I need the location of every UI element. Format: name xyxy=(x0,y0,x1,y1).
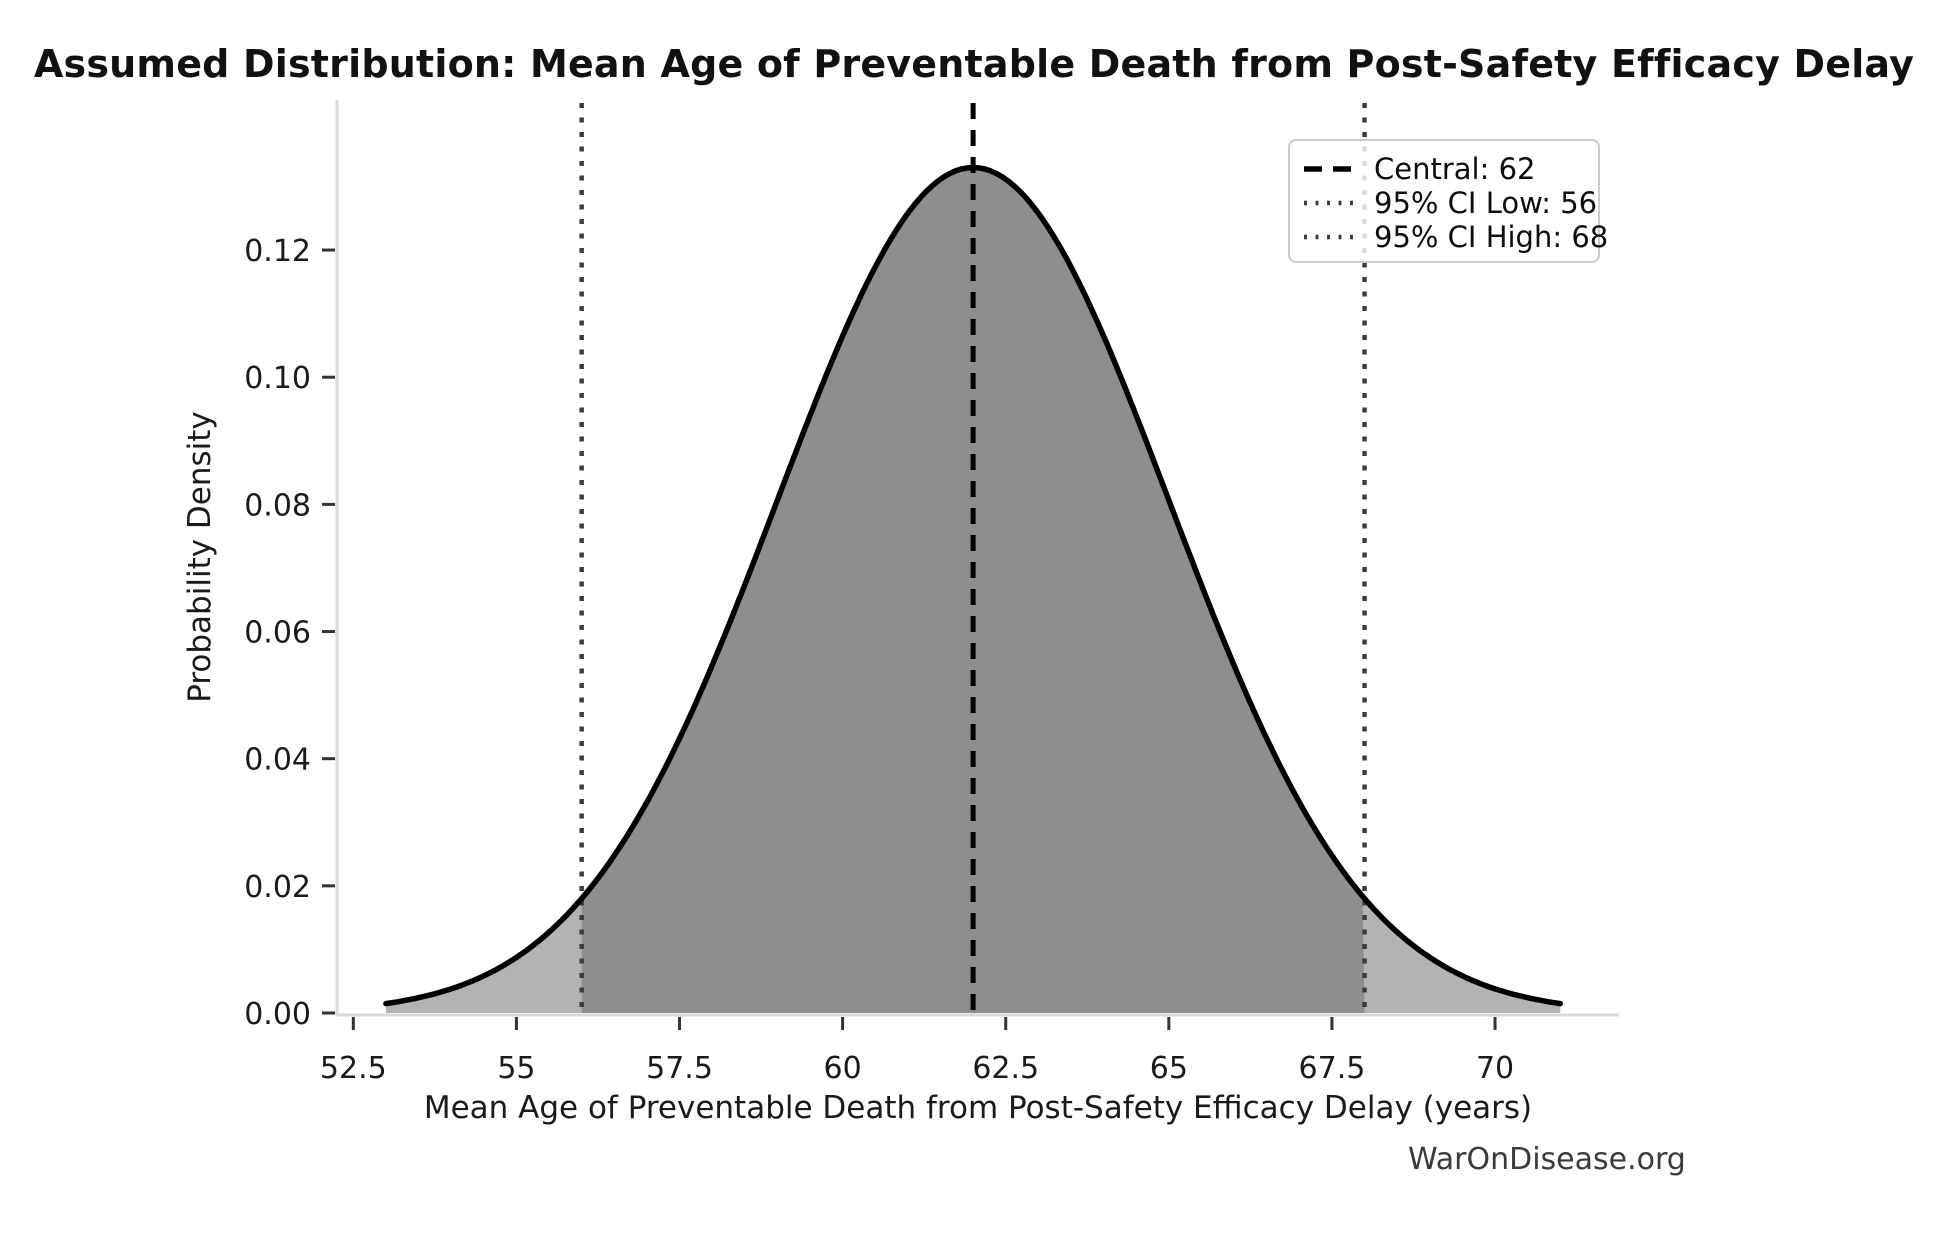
x-tick-label: 62.5 xyxy=(972,1051,1039,1086)
dashed-line-swatch-icon xyxy=(1304,166,1356,172)
y-tick-label: 0.04 xyxy=(244,743,311,778)
y-tick-label: 0.00 xyxy=(244,997,311,1032)
legend-item-ci-low: 95% CI Low: 56 xyxy=(1304,186,1597,220)
y-axis-label: Probability Density xyxy=(182,411,218,703)
x-tick-label: 70 xyxy=(1476,1051,1514,1086)
legend-label: 95% CI Low: 56 xyxy=(1374,186,1598,220)
legend-label: 95% CI High: 68 xyxy=(1374,220,1609,254)
y-tick-label: 0.08 xyxy=(244,488,311,523)
dotted-line-swatch-icon xyxy=(1304,234,1356,240)
x-tick-label: 55 xyxy=(497,1051,535,1086)
dotted-line-swatch-icon xyxy=(1304,200,1356,206)
legend-label: Central: 62 xyxy=(1374,152,1536,186)
x-tick-label: 57.5 xyxy=(646,1051,713,1086)
legend-item-central: Central: 62 xyxy=(1304,152,1584,186)
x-axis-label: Mean Age of Preventable Death from Post-… xyxy=(423,1090,1533,1126)
x-tick-label: 52.5 xyxy=(320,1051,387,1086)
y-tick-label: 0.06 xyxy=(244,616,311,651)
legend-item-ci-high: 95% CI High: 68 xyxy=(1304,220,1608,254)
density-curve xyxy=(383,164,1564,1007)
x-tick-label: 65 xyxy=(1150,1051,1188,1086)
y-tick-label: 0.12 xyxy=(244,234,311,269)
x-tick-label: 67.5 xyxy=(1299,1051,1366,1086)
chart-title: Assumed Distribution: Mean Age of Preven… xyxy=(33,42,1915,86)
watermark: WarOnDisease.org xyxy=(1408,1142,1686,1177)
y-tick-label: 0.02 xyxy=(244,870,311,905)
x-tick-label: 60 xyxy=(824,1051,862,1086)
y-tick-label: 0.10 xyxy=(244,361,311,396)
legend: Central: 62 95% CI Low: 56 95% CI High: … xyxy=(1288,139,1608,263)
